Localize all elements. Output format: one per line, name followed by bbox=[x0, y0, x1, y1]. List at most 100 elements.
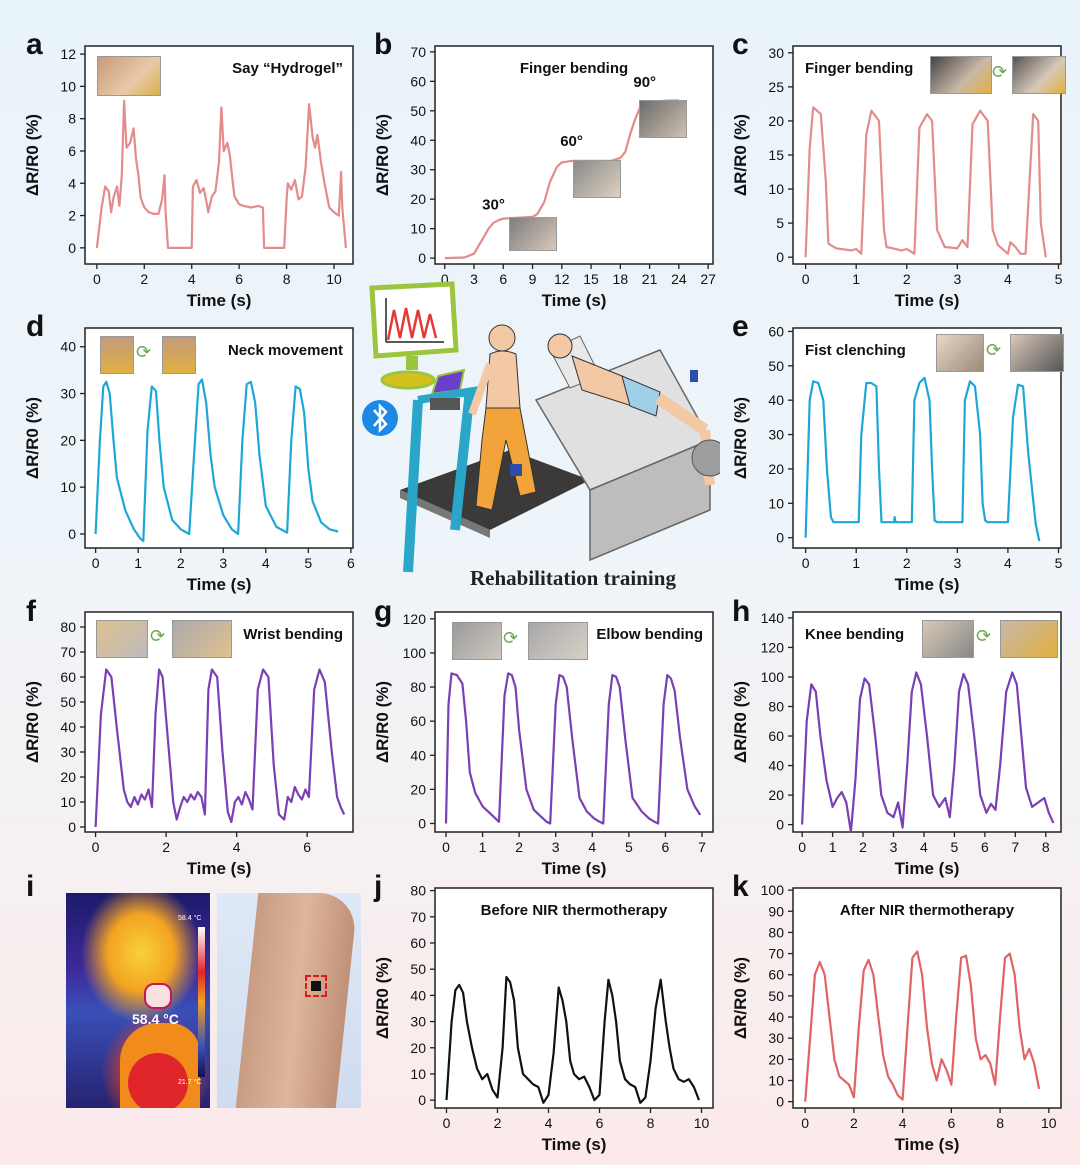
x-tick-label: 2 bbox=[903, 555, 911, 571]
inset-photo-g-2 bbox=[528, 622, 588, 660]
x-tick-label: 1 bbox=[134, 555, 142, 571]
x-tick-label: 7 bbox=[1011, 839, 1019, 855]
x-axis-label: Time (s) bbox=[895, 291, 960, 310]
x-tick-label: 7 bbox=[698, 839, 706, 855]
y-tick-label: 4 bbox=[68, 175, 76, 191]
y-tick-label: 120 bbox=[761, 639, 785, 655]
y-tick-label: 30 bbox=[60, 744, 76, 760]
series-line bbox=[804, 376, 1041, 542]
y-tick-label: 60 bbox=[768, 728, 784, 744]
panel-label-e: e bbox=[732, 310, 749, 343]
x-tick-label: 5 bbox=[1055, 271, 1063, 287]
series-line bbox=[804, 950, 1041, 1102]
x-tick-label: 5 bbox=[951, 839, 959, 855]
x-tick-label: 10 bbox=[694, 1115, 710, 1131]
x-axis-label: Time (s) bbox=[187, 291, 252, 310]
chart-title: Fist clenching bbox=[805, 342, 906, 359]
y-axis-label: ΔR/R0 (%) bbox=[23, 681, 42, 763]
y-tick-label: 40 bbox=[410, 747, 426, 763]
y-tick-label: 20 bbox=[60, 432, 76, 448]
x-tick-label: 4 bbox=[233, 839, 241, 855]
x-tick-label: 0 bbox=[802, 271, 810, 287]
rehabilitation-illustration bbox=[362, 281, 720, 573]
inset-photo-g-1 bbox=[452, 622, 502, 660]
y-tick-label: 40 bbox=[768, 758, 784, 774]
bluetooth-icon bbox=[362, 400, 398, 436]
walking-person-illustration bbox=[468, 324, 537, 511]
x-tick-label: 6 bbox=[981, 839, 989, 855]
cycle-arrow-icon: ⟳ bbox=[986, 340, 1002, 360]
y-tick-label: 40 bbox=[768, 1009, 784, 1025]
inset-photo-h-2 bbox=[1000, 620, 1058, 658]
x-tick-label: 6 bbox=[235, 271, 243, 287]
x-tick-label: 3 bbox=[890, 839, 898, 855]
inset-photo-f-1 bbox=[96, 620, 148, 658]
chart-b: 0 3 6 9 12 15 18 21 24 27 0 10 20 30 40 50 60 70 Time (s) Δ… bbox=[373, 44, 716, 310]
panel-label-j: j bbox=[374, 870, 383, 903]
cycle-arrow-icon: ⟳ bbox=[150, 626, 166, 646]
x-tick-label: 21 bbox=[642, 271, 658, 287]
plot-area bbox=[792, 887, 1062, 1109]
y-tick-label: 20 bbox=[768, 1051, 784, 1067]
y-tick-label: 100 bbox=[761, 882, 785, 898]
x-tick-label: 3 bbox=[552, 839, 560, 855]
x-tick-label: 1 bbox=[852, 271, 860, 287]
y-tick-label: 10 bbox=[410, 1066, 426, 1082]
x-tick-label: 0 bbox=[802, 555, 810, 571]
x-tick-label: 2 bbox=[494, 1115, 502, 1131]
y-tick-label: 0 bbox=[68, 240, 76, 256]
y-tick-label: 70 bbox=[60, 644, 76, 660]
y-tick-label: 50 bbox=[410, 961, 426, 977]
x-tick-label: 0 bbox=[442, 839, 450, 855]
x-tick-label: 4 bbox=[588, 839, 596, 855]
y-tick-label: 70 bbox=[410, 909, 426, 925]
y-tick-label: 70 bbox=[768, 946, 784, 962]
y-tick-label: 80 bbox=[768, 924, 784, 940]
x-tick-label: 5 bbox=[1055, 555, 1063, 571]
panel-label-b: b bbox=[374, 28, 393, 61]
y-tick-label: 0 bbox=[68, 819, 76, 835]
cycle-arrow-icon: ⟳ bbox=[503, 628, 519, 648]
x-tick-label: 10 bbox=[1041, 1115, 1057, 1131]
inset-photo-e-1 bbox=[936, 334, 984, 372]
x-tick-label: 12 bbox=[554, 271, 570, 287]
x-tick-label: 2 bbox=[177, 555, 185, 571]
series-line bbox=[804, 106, 1047, 258]
y-tick-label: 20 bbox=[768, 461, 784, 477]
rehabilitation-caption: Rehabilitation training bbox=[470, 566, 676, 590]
chart-title: Elbow bending bbox=[596, 626, 703, 643]
y-tick-label: 60 bbox=[410, 935, 426, 951]
y-tick-label: 0 bbox=[418, 815, 426, 831]
series-line bbox=[94, 668, 346, 828]
x-tick-label: 4 bbox=[1004, 271, 1012, 287]
y-tick-label: 10 bbox=[768, 1073, 784, 1089]
y-axis-label: ΔR/R0 (%) bbox=[23, 114, 42, 196]
x-tick-label: 6 bbox=[303, 839, 311, 855]
y-axis-label: ΔR/R0 (%) bbox=[731, 681, 750, 763]
y-tick-label: 40 bbox=[410, 987, 426, 1003]
x-tick-label: 6 bbox=[499, 271, 507, 287]
y-axis-label: ΔR/R0 (%) bbox=[373, 957, 392, 1039]
x-tick-label: 4 bbox=[188, 271, 196, 287]
x-tick-label: 4 bbox=[920, 839, 928, 855]
y-tick-label: 10 bbox=[768, 181, 784, 197]
y-tick-label: 5 bbox=[776, 215, 784, 231]
panel-label-a: a bbox=[26, 28, 43, 61]
inset-photo-b-30 bbox=[509, 217, 557, 251]
y-tick-label: 0 bbox=[776, 530, 784, 546]
y-tick-label: 12 bbox=[60, 46, 76, 62]
hotspot-marker bbox=[144, 983, 172, 1009]
x-tick-label: 0 bbox=[443, 1115, 451, 1131]
sensor-patch bbox=[305, 975, 327, 997]
y-tick-label: 90 bbox=[768, 903, 784, 919]
inset-photo-e-2 bbox=[1010, 334, 1064, 372]
chart-title: Say “Hydrogel” bbox=[232, 60, 343, 77]
chart-j: 0 2 4 6 8 10 0 10 20 30 40 50 60 70 80 Time (s) ΔR/R0 (%… bbox=[373, 883, 714, 1154]
y-axis-label: ΔR/R0 (%) bbox=[23, 397, 42, 479]
y-tick-label: 10 bbox=[60, 78, 76, 94]
panel-label-h: h bbox=[732, 595, 751, 628]
cycle-arrow-icon: ⟳ bbox=[136, 342, 152, 362]
cycle-arrow-icon: ⟳ bbox=[976, 626, 992, 646]
chart-title: Knee bending bbox=[805, 626, 904, 643]
y-tick-label: 30 bbox=[410, 1014, 426, 1030]
